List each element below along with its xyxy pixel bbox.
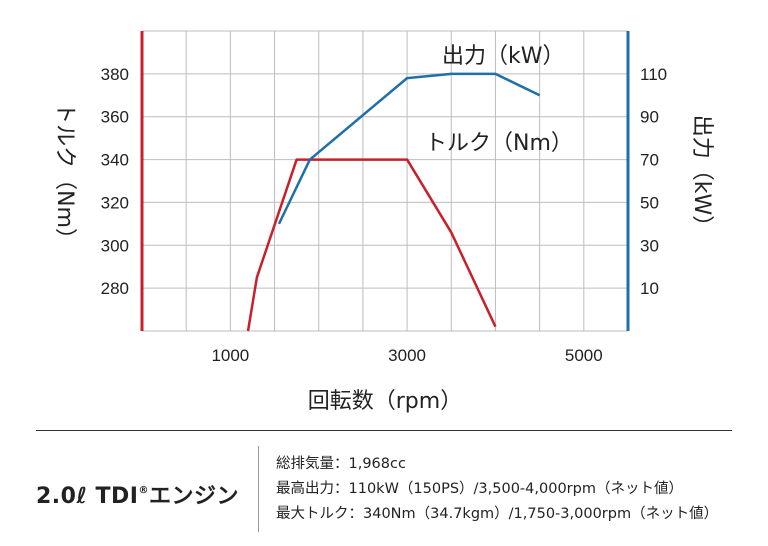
y-right-tick-label: 90 [640,108,659,127]
x-tick-label: 3000 [388,346,426,365]
y-left-tick-label: 320 [101,193,129,212]
chart-axes [140,31,630,331]
y-left-tick-label: 380 [101,65,129,84]
y-right-tick-label: 70 [640,151,659,170]
registered-mark: ® [138,485,149,496]
y-right-tick-label: 10 [640,279,659,298]
chart-grid [142,30,628,332]
y-right-axis-title: 出力（kW） [689,115,714,238]
power-curve [277,72,541,225]
y-left-axis-title: トルク（Nm） [52,102,77,250]
x-axis-title: 回転数（rpm） [308,389,462,414]
y-right-tick-label: 50 [640,193,659,212]
section-divider [36,430,732,431]
torque-curve [246,158,497,332]
y-left-tick-label: 340 [101,151,129,170]
y-left-tick-label: 300 [101,236,129,255]
x-tick-label: 1000 [211,346,249,365]
engine-title: 2.0ℓ TDI®エンジン [36,478,239,510]
y-right-tick-label: 30 [640,236,659,255]
power-series-label: 出力（kW） [442,44,565,69]
x-tick-label: 5000 [565,346,603,365]
spec-max-power: 最高出力：110kW（150PS）/3,500-4,000rpm（ネット値） [276,481,683,497]
engine-title-main: 2.0ℓ TDI [36,484,139,509]
chart-lines [246,72,541,332]
y-right-tick-label: 110 [640,65,667,84]
engine-specs: 総排気量：1,968cc 最高出力：110kW（150PS）/3,500-4,0… [276,452,718,527]
spec-divider [258,446,259,532]
y-left-tick-label: 360 [101,108,129,127]
spec-max-torque: 最大トルク：340Nm（34.7kgm）/1,750-3,000rpm（ネット値… [276,506,719,522]
spec-displacement: 総排気量：1,968cc [276,456,406,472]
torque-series-label: トルク（Nm） [425,131,573,156]
engine-performance-chart: 280 300 320 340 360 380 10 30 50 70 90 110 1000 3000 5… [52,30,714,414]
engine-title-suffix: エンジン [148,484,239,509]
chart-ticks: 280 300 320 340 360 380 10 30 50 70 90 110 1000 3000 5… [101,65,667,365]
y-left-tick-label: 280 [101,279,129,298]
